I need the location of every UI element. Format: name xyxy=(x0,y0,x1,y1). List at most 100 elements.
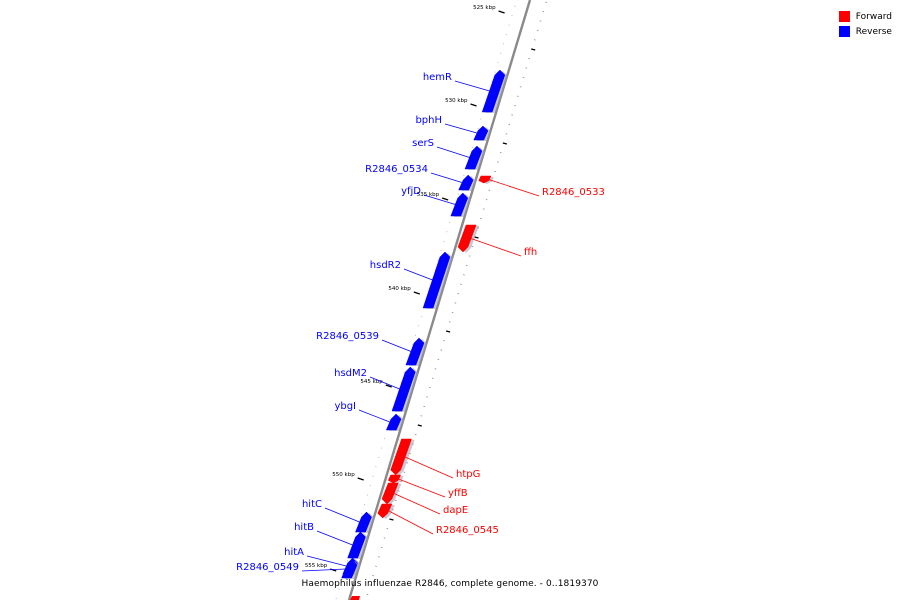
minor-tick xyxy=(394,499,397,502)
minor-tick xyxy=(420,415,423,417)
gene-hemr[interactable]: hemR xyxy=(423,69,508,113)
gene-label[interactable]: hsdR2 xyxy=(370,260,401,271)
minor-tick xyxy=(505,33,508,36)
minor-tick xyxy=(372,575,375,577)
legend-item-forward: Forward xyxy=(838,9,892,24)
gene-arrow[interactable] xyxy=(391,366,416,412)
minor-tick xyxy=(449,221,451,224)
minor-tick xyxy=(457,293,460,295)
gene-label[interactable]: yffB xyxy=(448,488,468,499)
gene-leader xyxy=(369,376,400,390)
gene-arrow[interactable] xyxy=(390,438,412,476)
gene-hsdr2[interactable]: hsdR2 xyxy=(370,251,453,309)
minor-tick xyxy=(372,475,374,477)
gene-arrow[interactable] xyxy=(387,474,402,484)
minor-tick xyxy=(414,434,417,436)
gene-label[interactable]: hitB xyxy=(294,522,314,533)
legend-item-reverse: Reverse xyxy=(838,24,892,39)
gene-r2846-0533[interactable]: R2846_0533 xyxy=(478,175,605,198)
gene-label[interactable]: R2846_0534 xyxy=(365,164,428,175)
minor-tick xyxy=(341,579,343,581)
gene-r2846-0545[interactable]: R2846_0545 xyxy=(377,503,499,536)
gene-label[interactable]: ffh xyxy=(524,247,537,258)
gene-arrow[interactable] xyxy=(450,192,469,217)
gene-arrow[interactable] xyxy=(458,174,474,191)
gene-arrow[interactable] xyxy=(478,175,492,184)
minor-tick xyxy=(494,71,496,73)
minor-tick xyxy=(369,584,372,586)
gene-htpg[interactable]: htpG xyxy=(390,438,481,480)
minor-tick xyxy=(431,377,434,379)
gene-label[interactable]: hitC xyxy=(302,499,322,510)
gene-label[interactable]: R2846_0549 xyxy=(236,562,299,573)
gene-label[interactable]: R2846_0539 xyxy=(316,331,379,342)
minor-tick xyxy=(528,58,531,60)
minor-tick xyxy=(500,52,502,54)
gene-arrow[interactable] xyxy=(457,224,477,253)
minor-tick xyxy=(375,466,377,468)
gene-yfjd[interactable]: yfjD xyxy=(401,186,471,217)
gene-leader xyxy=(306,555,347,567)
gene-ffh[interactable]: ffh xyxy=(457,224,537,258)
gene-label[interactable]: serS xyxy=(412,138,434,149)
gene-arrow[interactable] xyxy=(473,125,489,141)
minor-tick xyxy=(420,315,422,318)
minor-tick xyxy=(536,29,539,32)
minor-tick xyxy=(361,513,363,515)
minor-tick xyxy=(386,528,389,530)
gene-label[interactable]: ybgI xyxy=(334,401,356,412)
gene-label[interactable]: yfjD xyxy=(401,186,421,197)
minor-tick xyxy=(437,358,440,361)
gene-yffb[interactable]: yffB xyxy=(387,474,468,499)
gene-label[interactable]: hitA xyxy=(284,547,304,558)
gene-arrow[interactable] xyxy=(422,251,451,309)
minor-tick xyxy=(434,368,437,370)
gene-arrow[interactable] xyxy=(481,69,506,113)
gene-arrow[interactable] xyxy=(385,413,402,431)
minor-tick xyxy=(514,105,516,107)
gene-label[interactable]: htpG xyxy=(456,469,480,480)
major-tick xyxy=(385,384,392,388)
minor-tick xyxy=(389,518,394,521)
minor-tick xyxy=(485,199,488,201)
minor-tick xyxy=(443,340,445,342)
minor-tick xyxy=(460,283,462,285)
gene-leader xyxy=(316,530,353,546)
gene-sers[interactable]: serS xyxy=(412,138,485,170)
gene-bphh[interactable]: bphH xyxy=(415,115,491,141)
gene-label[interactable]: bphH xyxy=(415,115,442,126)
gene-hsdm2[interactable]: hsdM2 xyxy=(334,366,419,412)
minor-tick xyxy=(525,67,528,69)
tick-label: 540 kbp xyxy=(388,286,411,292)
gene-arrow[interactable] xyxy=(464,145,483,170)
minor-tick xyxy=(403,372,405,374)
gene-label[interactable]: hsdM2 xyxy=(334,368,367,379)
reverse-swatch xyxy=(838,26,850,37)
gene-ybgi[interactable]: ybgI xyxy=(334,401,405,431)
gene-arrow[interactable] xyxy=(381,482,399,505)
gene-dape[interactable]: dapE xyxy=(381,482,468,516)
minor-tick xyxy=(505,133,508,135)
minor-tick xyxy=(545,1,548,3)
minor-tick xyxy=(426,396,428,398)
gene-leader xyxy=(398,478,446,498)
gene-label[interactable]: R2846_0545 xyxy=(436,525,499,536)
gene-hitc[interactable]: hitC xyxy=(302,499,375,533)
gene-r2846-0539[interactable]: R2846_0539 xyxy=(316,331,428,366)
minor-tick xyxy=(451,311,454,314)
gene-arrow[interactable] xyxy=(377,503,393,519)
minor-tick xyxy=(375,565,377,567)
minor-tick xyxy=(380,447,383,449)
gene-hitb[interactable]: hitB xyxy=(294,522,369,559)
minor-tick xyxy=(428,387,431,389)
gene-r2846-0549[interactable]: R2846_0549 xyxy=(236,559,361,579)
gene-arrow[interactable] xyxy=(341,559,358,579)
gene-leader xyxy=(393,493,441,515)
gene-label[interactable]: dapE xyxy=(443,505,468,516)
gene-r2846-0534[interactable]: R2846_0534 xyxy=(365,164,477,191)
minor-tick xyxy=(497,161,499,163)
gene-label[interactable]: R2846_0533 xyxy=(542,187,605,198)
gene-arrow[interactable] xyxy=(405,337,425,366)
gene-label[interactable]: hemR xyxy=(423,72,452,83)
minor-tick xyxy=(494,170,496,173)
